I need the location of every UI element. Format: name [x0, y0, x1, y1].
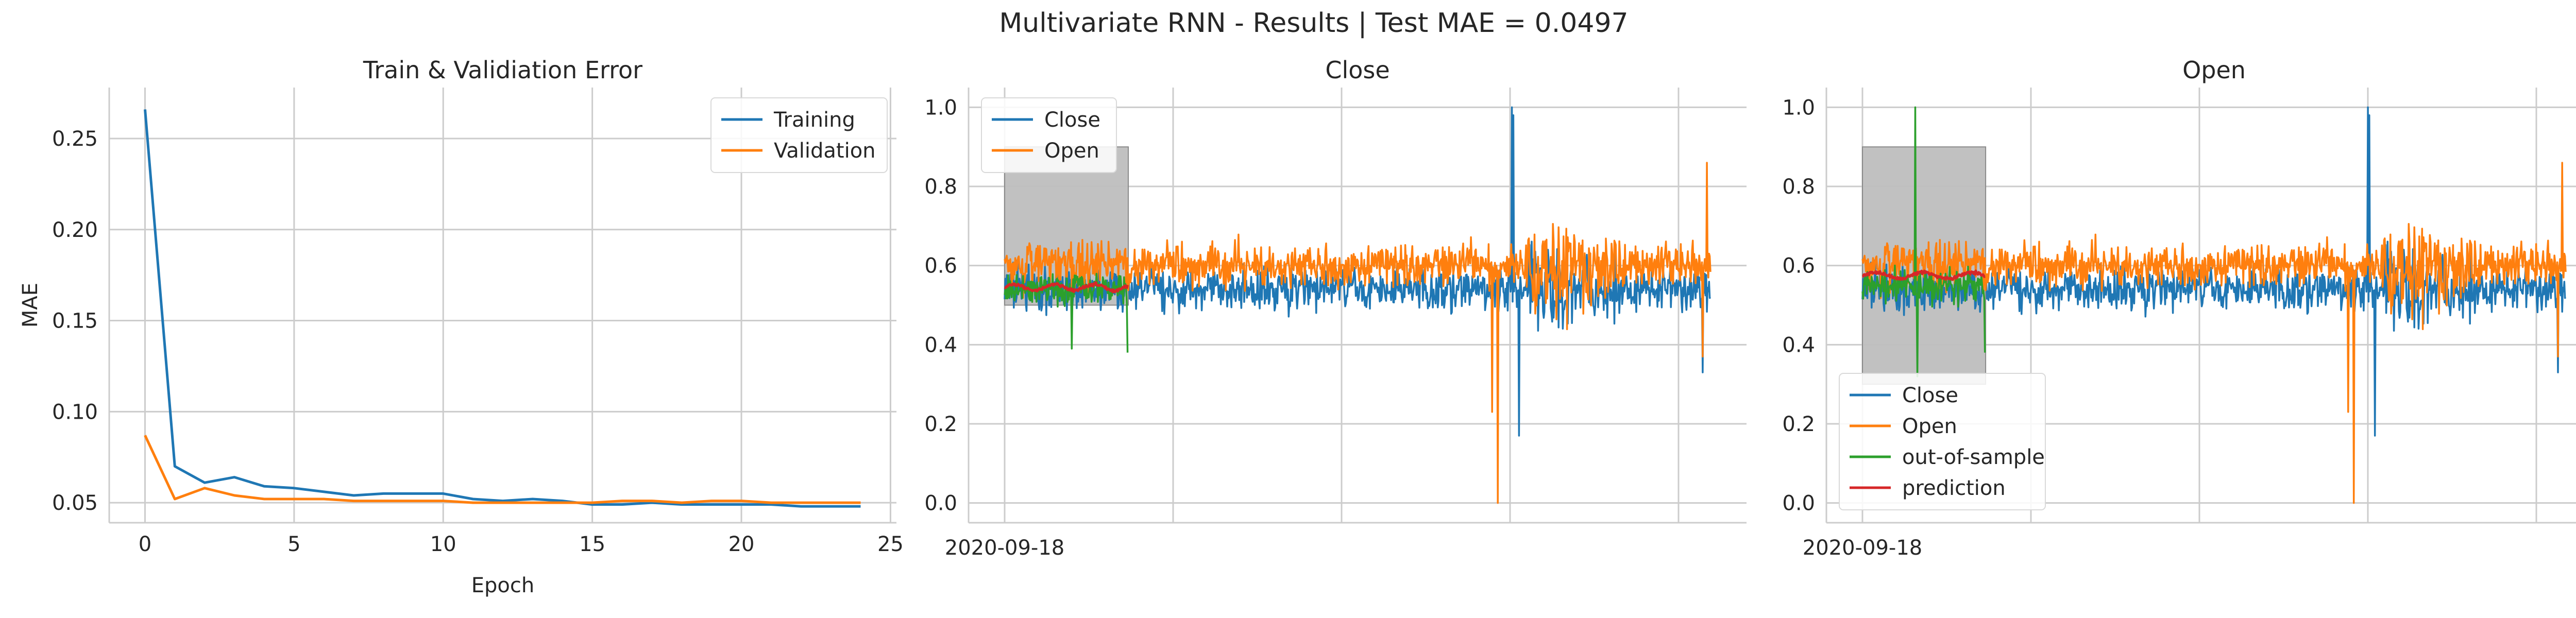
x-tick-label: 0 — [139, 533, 151, 556]
series-line-training — [144, 109, 861, 508]
legend-label: out-of-sample — [1902, 445, 2045, 469]
y-tick-label: 0.8 — [1782, 175, 1815, 199]
series-line-out-of-sample — [1004, 272, 1129, 353]
legend-label: Open — [1044, 139, 1099, 163]
chart-title: Train & Validiation Error — [363, 56, 642, 84]
x-tick-label: 10 — [430, 533, 456, 556]
x-axis-label: Epoch — [471, 574, 534, 597]
y-tick-label: 0.4 — [1782, 333, 1815, 357]
y-tick-label: 0.25 — [52, 127, 98, 151]
legend-label: Close — [1044, 108, 1100, 132]
y-tick-label: 0.2 — [924, 413, 957, 436]
y-tick-label: 0.20 — [52, 218, 98, 242]
series-line-close — [1861, 106, 2567, 437]
y-tick-label: 0.2 — [1782, 413, 1815, 436]
chart-1: 0 5 10 15 20 25 0.05 0.10 0.15 0.20 0.25 Train & Va… — [19, 56, 904, 597]
series-line-open — [1004, 162, 1711, 504]
series-line-out-of-sample — [1861, 106, 1986, 377]
x-tick-label: 25 — [877, 533, 904, 556]
y-tick-label: 0.6 — [1782, 254, 1815, 278]
y-tick-label: 0.15 — [52, 310, 98, 333]
chart-2: 0.0 0.2 0.4 0.6 0.8 1.0 2020-09-18 Close Close Op… — [924, 56, 1747, 560]
y-tick-label: 0.6 — [924, 254, 957, 278]
figure-suptitle: Multivariate RNN - Results | Test MAE = … — [999, 8, 1628, 39]
chart-title: Close — [1325, 56, 1389, 84]
y-tick-label: 0.8 — [924, 175, 957, 199]
x-tick-label: 15 — [579, 533, 605, 556]
x-tick-label: 5 — [287, 533, 300, 556]
legend-label: Close — [1902, 384, 1958, 407]
y-tick-label: 0.05 — [52, 491, 98, 515]
legend-label: Open — [1902, 415, 1957, 438]
chart-title: Open — [2182, 56, 2246, 84]
y-tick-label: 1.0 — [924, 96, 957, 119]
x-tick-label: 2020-09-18 — [945, 536, 1064, 560]
y-tick-label: 0.4 — [924, 333, 957, 357]
x-tick-label: 2020-09-18 — [1803, 536, 1922, 560]
y-tick-label: 0.0 — [1782, 492, 1815, 516]
legend-label: Validation — [774, 139, 876, 163]
x-tick-label: 20 — [728, 533, 755, 556]
y-tick-label: 0.10 — [52, 400, 98, 424]
series-line-validation — [144, 435, 861, 504]
series-line-open — [1861, 162, 2567, 504]
y-axis-label: MAE — [19, 283, 42, 328]
chart-3: 0.0 0.2 0.4 0.6 0.8 1.0 2020-09-18 Open Close Ope… — [1782, 56, 2576, 560]
legend — [981, 97, 1117, 173]
legend — [710, 97, 888, 173]
legend — [1839, 373, 2046, 510]
legend-label: prediction — [1902, 476, 2006, 500]
series-line-prediction — [1004, 281, 1129, 294]
legend-label: Training — [773, 108, 855, 132]
series-line-prediction — [1861, 269, 1986, 281]
y-tick-label: 0.0 — [924, 492, 957, 516]
y-tick-label: 1.0 — [1782, 96, 1815, 119]
